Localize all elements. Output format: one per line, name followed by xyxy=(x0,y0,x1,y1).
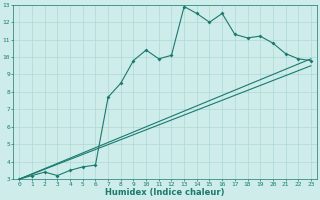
X-axis label: Humidex (Indice chaleur): Humidex (Indice chaleur) xyxy=(105,188,225,197)
